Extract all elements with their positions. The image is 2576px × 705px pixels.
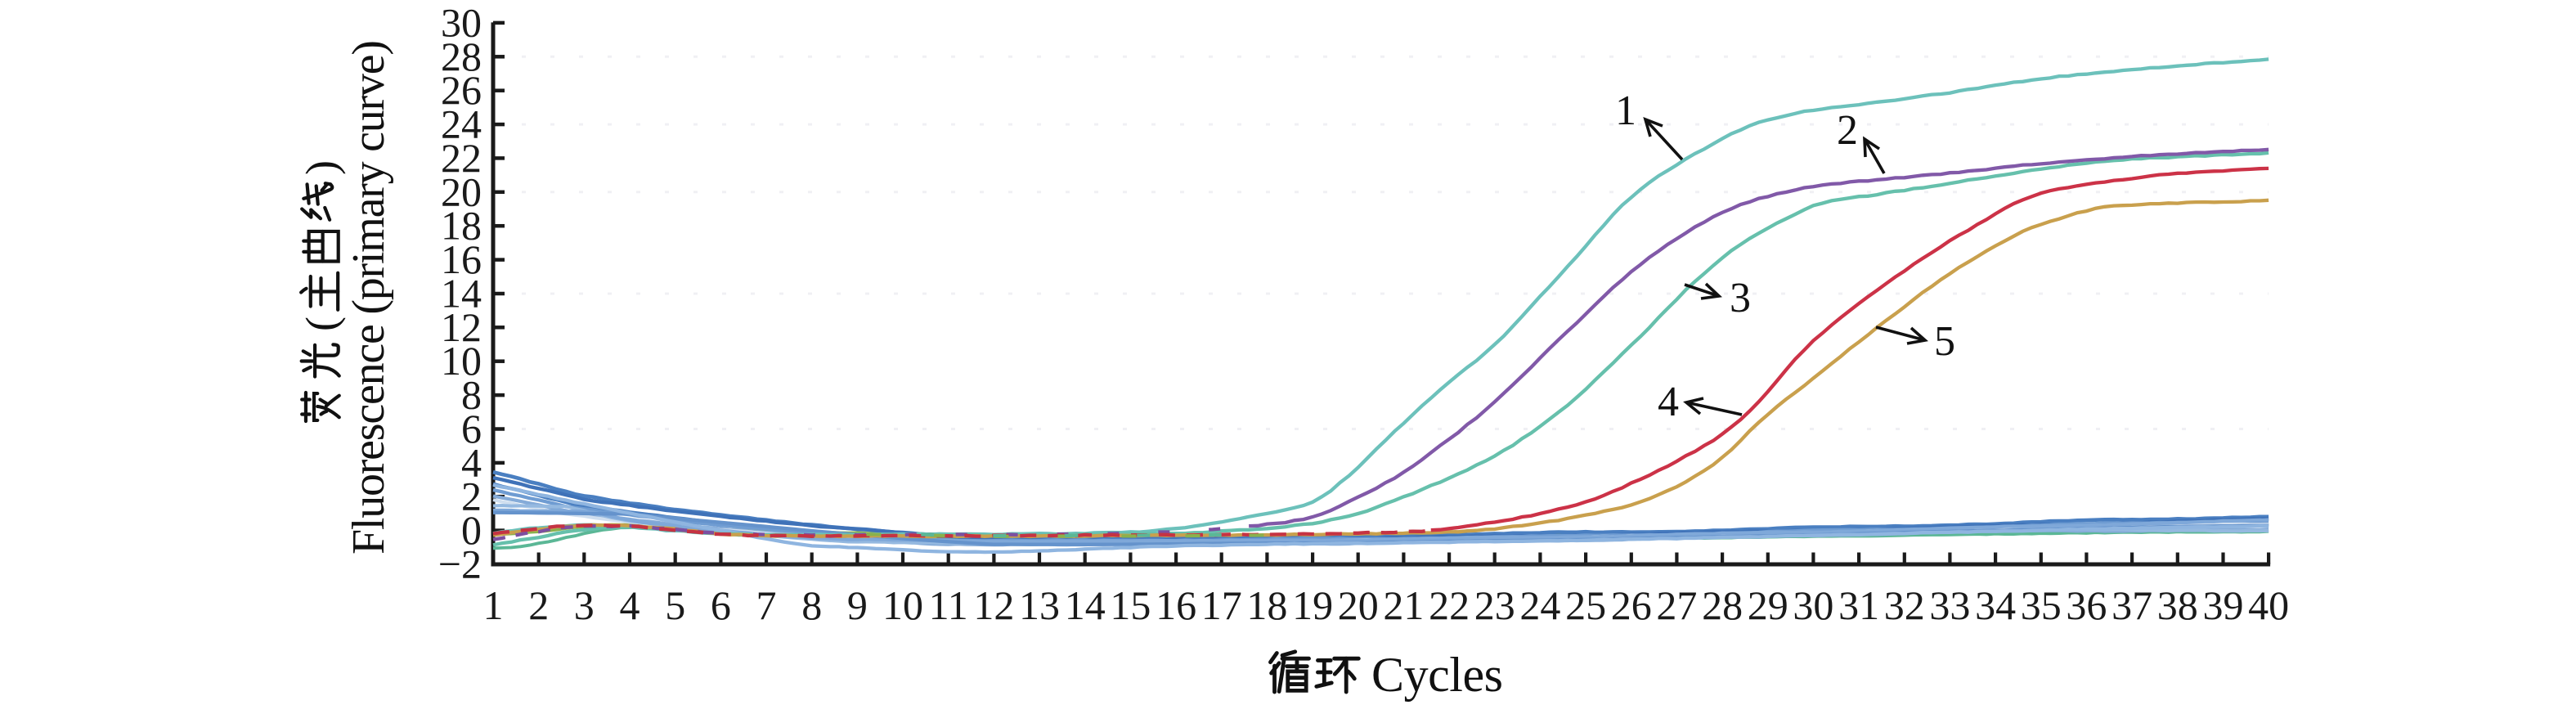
svg-text:2: 2 [1837, 107, 1858, 154]
svg-text:Fluorescence (primary curve): Fluorescence (primary curve) [343, 40, 394, 555]
svg-text:34: 34 [1975, 582, 2016, 628]
svg-text:1: 1 [483, 582, 504, 628]
svg-text:33: 33 [1929, 582, 1970, 628]
svg-text:): ) [297, 160, 346, 175]
svg-text:2: 2 [528, 582, 549, 628]
svg-text:6: 6 [711, 582, 731, 628]
svg-text:1: 1 [1615, 88, 1636, 134]
svg-text:25: 25 [1565, 582, 1606, 628]
svg-text:26: 26 [1611, 582, 1652, 628]
svg-text:11: 11 [929, 582, 968, 628]
svg-text:18: 18 [1246, 582, 1287, 628]
svg-text:24: 24 [1519, 582, 1560, 628]
svg-text:Cycles: Cycles [1371, 648, 1503, 702]
svg-text:22: 22 [441, 135, 482, 181]
svg-text:0: 0 [461, 507, 482, 553]
svg-text:30: 30 [441, 0, 482, 45]
svg-text:12: 12 [973, 582, 1014, 628]
svg-text:4: 4 [1658, 379, 1679, 425]
svg-text:35: 35 [2021, 582, 2062, 628]
svg-text:9: 9 [847, 582, 868, 628]
svg-text:3: 3 [1730, 275, 1751, 321]
svg-text:28: 28 [441, 34, 482, 79]
svg-text:15: 15 [1110, 582, 1151, 628]
svg-text:18: 18 [441, 203, 482, 249]
svg-text:14: 14 [441, 271, 482, 317]
svg-text:21: 21 [1383, 582, 1424, 628]
svg-text:22: 22 [1429, 582, 1470, 628]
svg-text:30: 30 [1793, 582, 1833, 628]
svg-text:27: 27 [1656, 582, 1697, 628]
svg-text:32: 32 [1884, 582, 1925, 628]
svg-text:4: 4 [620, 582, 640, 628]
svg-text:6: 6 [461, 406, 482, 451]
svg-text:10: 10 [882, 582, 923, 628]
svg-text:10: 10 [441, 338, 482, 384]
svg-text:8: 8 [801, 582, 822, 628]
svg-text:31: 31 [1838, 582, 1879, 628]
svg-text:20: 20 [441, 168, 482, 214]
svg-text:19: 19 [1292, 582, 1333, 628]
svg-text:7: 7 [756, 582, 777, 628]
svg-text:17: 17 [1201, 582, 1242, 628]
svg-text:16: 16 [1156, 582, 1196, 628]
svg-text:(: ( [297, 317, 346, 331]
svg-text:5: 5 [1934, 318, 1955, 365]
svg-text:36: 36 [2066, 582, 2107, 628]
svg-text:37: 37 [2112, 582, 2152, 628]
svg-text:39: 39 [2203, 582, 2244, 628]
svg-text:40: 40 [2248, 582, 2289, 628]
svg-text:29: 29 [1748, 582, 1788, 628]
svg-text:4: 4 [461, 439, 482, 485]
svg-text:−2: −2 [438, 541, 482, 587]
svg-text:23: 23 [1474, 582, 1515, 628]
svg-text:26: 26 [441, 67, 482, 113]
svg-text:8: 8 [461, 372, 482, 418]
svg-text:24: 24 [441, 101, 482, 147]
svg-text:3: 3 [574, 582, 595, 628]
svg-text:28: 28 [1702, 582, 1743, 628]
svg-text:2: 2 [461, 474, 482, 519]
svg-text:16: 16 [441, 236, 482, 282]
svg-text:13: 13 [1019, 582, 1060, 628]
svg-text:38: 38 [2157, 582, 2198, 628]
svg-text:20: 20 [1338, 582, 1379, 628]
svg-text:5: 5 [665, 582, 685, 628]
svg-text:14: 14 [1065, 582, 1106, 628]
svg-text:12: 12 [441, 304, 482, 350]
